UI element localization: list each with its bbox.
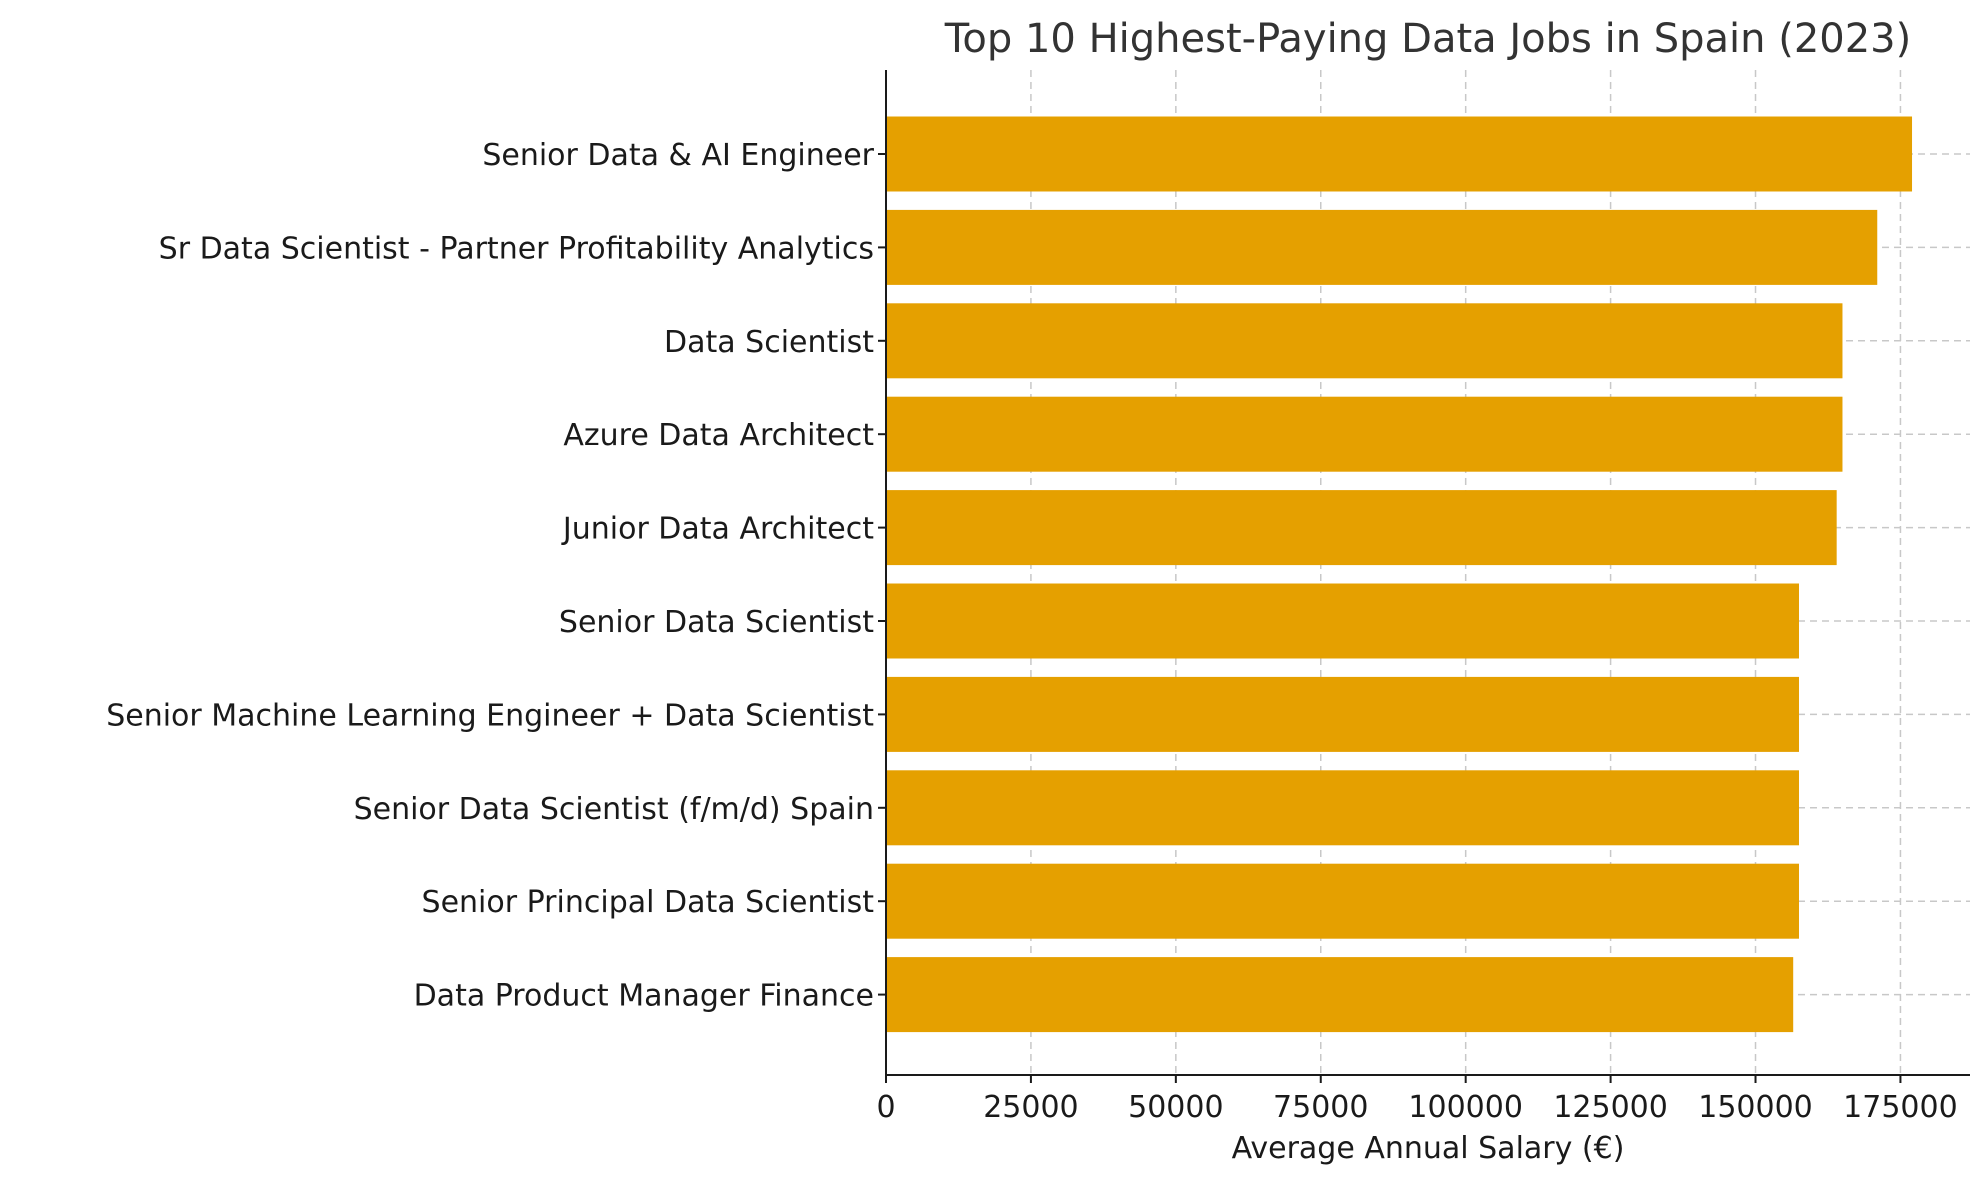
x-tick-label: 0 bbox=[876, 1090, 895, 1125]
category-label: Senior Data & AI Engineer bbox=[482, 138, 874, 173]
x-tick-labels: 0 25000 50000 75000 100000 125000 150000 175000 bbox=[876, 1075, 1958, 1125]
chart-title: Top 10 Highest-Paying Data Jobs in Spain… bbox=[944, 16, 1912, 62]
bar bbox=[886, 116, 1913, 192]
x-axis-title: Average Annual Salary (€) bbox=[1232, 1131, 1625, 1166]
bar bbox=[886, 583, 1799, 659]
category-label: Senior Data Scientist (f/m/d) Spain bbox=[354, 792, 874, 827]
bar bbox=[886, 957, 1794, 1033]
bar bbox=[886, 676, 1799, 752]
bars bbox=[886, 116, 1913, 1033]
category-labels: Senior Data & AI Engineer Sr Data Scienti… bbox=[106, 138, 886, 1014]
bar bbox=[886, 303, 1843, 379]
category-label: Junior Data Architect bbox=[561, 512, 874, 547]
bar bbox=[886, 490, 1837, 566]
category-label: Data Product Manager Finance bbox=[414, 979, 874, 1014]
x-tick-label: 75000 bbox=[1273, 1090, 1368, 1125]
x-tick-label: 125000 bbox=[1553, 1090, 1668, 1125]
x-tick-label: 25000 bbox=[983, 1090, 1078, 1125]
category-label: Senior Data Scientist bbox=[559, 605, 874, 640]
category-label: Azure Data Architect bbox=[563, 418, 874, 453]
category-label: Data Scientist bbox=[664, 325, 874, 360]
x-tick-label: 150000 bbox=[1698, 1090, 1813, 1125]
bar bbox=[886, 863, 1799, 939]
x-tick-label: 100000 bbox=[1408, 1090, 1523, 1125]
bar bbox=[886, 209, 1878, 285]
x-tick-label: 50000 bbox=[1128, 1090, 1223, 1125]
bar bbox=[886, 770, 1799, 846]
x-tick-label: 175000 bbox=[1843, 1090, 1958, 1125]
axes bbox=[885, 70, 1970, 1076]
category-label: Senior Machine Learning Engineer + Data … bbox=[106, 698, 874, 733]
bar bbox=[886, 396, 1843, 472]
category-label: Senior Principal Data Scientist bbox=[422, 885, 875, 920]
category-label: Sr Data Scientist - Partner Profitabilit… bbox=[159, 231, 874, 266]
